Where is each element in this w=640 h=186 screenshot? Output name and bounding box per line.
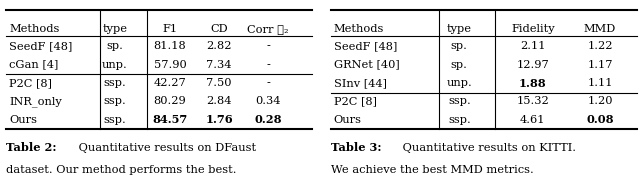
Text: 7.34: 7.34	[206, 60, 232, 70]
Text: sp.: sp.	[451, 60, 468, 70]
Text: INR_only: INR_only	[10, 96, 62, 107]
Text: P2C [8]: P2C [8]	[10, 78, 52, 88]
Text: sp.: sp.	[107, 41, 124, 51]
Text: F1: F1	[163, 24, 178, 34]
Text: 0.28: 0.28	[254, 114, 282, 125]
Text: 42.27: 42.27	[154, 78, 186, 88]
Text: 2.11: 2.11	[520, 41, 545, 51]
Text: Table 3:: Table 3:	[331, 142, 381, 153]
Text: GRNet [40]: GRNet [40]	[334, 60, 399, 70]
Text: Methods: Methods	[10, 24, 60, 34]
Text: 81.18: 81.18	[154, 41, 186, 51]
Text: Corr ℓ₂: Corr ℓ₂	[247, 24, 289, 34]
Text: Quantitative results on DFaust: Quantitative results on DFaust	[75, 143, 256, 153]
Text: 1.22: 1.22	[588, 41, 613, 51]
Text: SeedF [48]: SeedF [48]	[334, 41, 397, 51]
Text: 1.17: 1.17	[588, 60, 613, 70]
Text: Ours: Ours	[10, 115, 38, 125]
Text: Table 2:: Table 2:	[6, 142, 57, 153]
Text: unp.: unp.	[447, 78, 472, 88]
Text: 0.08: 0.08	[586, 114, 614, 125]
Text: ssp.: ssp.	[104, 115, 127, 125]
Text: 7.50: 7.50	[206, 78, 232, 88]
Text: SInv [44]: SInv [44]	[334, 78, 387, 88]
Text: SeedF [48]: SeedF [48]	[10, 41, 73, 51]
Text: Fidelity: Fidelity	[511, 24, 555, 34]
Text: 2.84: 2.84	[206, 96, 232, 106]
Text: type: type	[102, 24, 127, 34]
Text: 4.61: 4.61	[520, 115, 545, 125]
Text: 2.82: 2.82	[206, 41, 232, 51]
Text: 12.97: 12.97	[516, 60, 549, 70]
Text: MMD: MMD	[584, 24, 616, 34]
Text: Methods: Methods	[334, 24, 384, 34]
Text: 1.11: 1.11	[588, 78, 613, 88]
Text: Ours: Ours	[334, 115, 362, 125]
Text: 57.90: 57.90	[154, 60, 186, 70]
Text: unp.: unp.	[102, 60, 128, 70]
Text: ssp.: ssp.	[448, 115, 470, 125]
Text: dataset. Our method performs the best.: dataset. Our method performs the best.	[6, 165, 237, 175]
Text: -: -	[266, 41, 270, 51]
Text: type: type	[447, 24, 472, 34]
Text: 1.20: 1.20	[588, 96, 613, 106]
Text: ssp.: ssp.	[104, 96, 127, 106]
Text: -: -	[266, 78, 270, 88]
Text: 0.34: 0.34	[255, 96, 281, 106]
Text: We achieve the best MMD metrics.: We achieve the best MMD metrics.	[331, 165, 534, 175]
Text: 80.29: 80.29	[154, 96, 186, 106]
Text: P2C [8]: P2C [8]	[334, 96, 377, 106]
Text: 1.88: 1.88	[519, 78, 547, 89]
Text: 15.32: 15.32	[516, 96, 549, 106]
Text: Quantitative results on KITTI.: Quantitative results on KITTI.	[399, 143, 577, 153]
Text: ssp.: ssp.	[104, 78, 127, 88]
Text: 84.57: 84.57	[152, 114, 188, 125]
Text: cGan [4]: cGan [4]	[10, 60, 59, 70]
Text: CD: CD	[211, 24, 228, 34]
Text: 1.76: 1.76	[205, 114, 233, 125]
Text: -: -	[266, 60, 270, 70]
Text: ssp.: ssp.	[448, 96, 470, 106]
Text: sp.: sp.	[451, 41, 468, 51]
